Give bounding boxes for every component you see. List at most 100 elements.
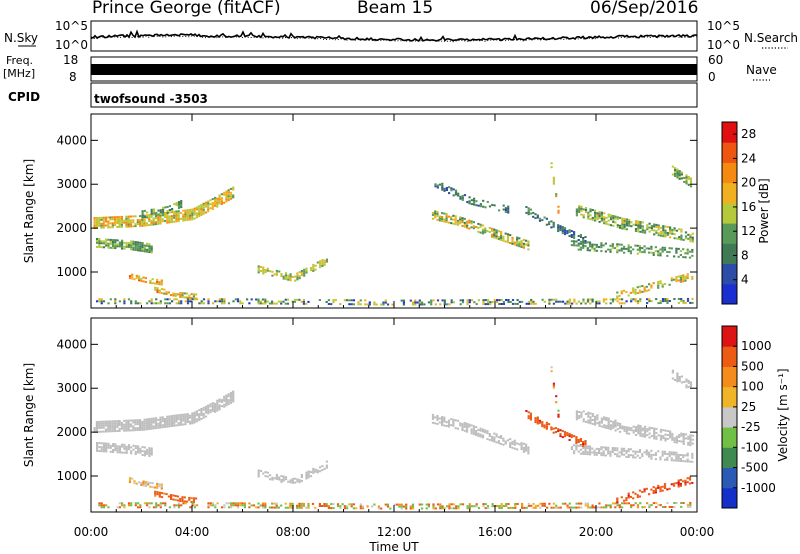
echo-cell [139, 221, 142, 223]
echo-cell [679, 454, 682, 456]
echo-cell [536, 216, 539, 219]
echo-cell [223, 397, 226, 400]
echo-cell [248, 506, 251, 509]
echo-cell [275, 273, 278, 276]
echo-cell [204, 407, 208, 410]
echo-cell [375, 303, 378, 306]
echo-cell [521, 502, 524, 505]
echo-cell [114, 241, 117, 244]
echo-cell [186, 302, 190, 305]
y-tick-label: 1000 [56, 265, 87, 279]
echo-cell [682, 248, 685, 251]
echo-cell [550, 166, 553, 169]
echo-cell [468, 202, 471, 205]
echo-cell [632, 454, 635, 457]
echo-cell [443, 218, 446, 221]
echo-cell [220, 199, 223, 202]
echo-cell [148, 447, 151, 450]
echo-cell [150, 223, 153, 226]
echo-cell [463, 225, 466, 228]
echo-cell [638, 450, 642, 453]
echo-cell [502, 439, 505, 442]
echo-cell [522, 246, 525, 249]
echo-cell [134, 419, 137, 422]
echo-cell [160, 492, 164, 495]
echo-cell [143, 502, 146, 505]
echo-cell [584, 451, 587, 454]
echo-cell [195, 412, 198, 415]
echo-cell [184, 217, 187, 220]
echo-cell [198, 207, 201, 210]
echo-cell [134, 421, 137, 424]
echo-cell [643, 249, 646, 252]
echo-cell [148, 245, 151, 248]
echo-cell [605, 506, 608, 509]
echo-cell [586, 451, 589, 454]
echo-cell [676, 376, 679, 379]
echo-cell [300, 274, 303, 276]
echo-cell [193, 417, 196, 420]
echo-cell [577, 300, 580, 303]
echo-cell [661, 454, 664, 457]
echo-cell [98, 442, 101, 445]
echo-cell [434, 303, 437, 306]
echo-cell [445, 189, 448, 191]
echo-cell [114, 300, 117, 303]
echo-cell [136, 423, 139, 426]
echo-cell [677, 481, 680, 484]
echo-cell [518, 443, 521, 446]
echo-cell [209, 207, 212, 210]
echo-cell [482, 503, 485, 506]
echo-cell [447, 421, 450, 424]
echo-cell [173, 212, 176, 215]
echo-cell [579, 246, 582, 249]
echo-cell [400, 503, 403, 506]
echo-cell [639, 425, 642, 427]
echo-cell [527, 242, 530, 245]
echo-cell [689, 505, 692, 508]
echo-cell [459, 299, 462, 302]
echo-cell [468, 221, 471, 224]
echo-cell [652, 502, 655, 505]
echo-cell [257, 475, 260, 478]
echo-cell [654, 489, 657, 492]
echo-cell [550, 506, 553, 509]
echo-cell [587, 413, 590, 416]
echo-cell [300, 270, 303, 272]
echo-cell [158, 291, 161, 294]
echo-cell [582, 452, 585, 455]
echo-cell [632, 248, 635, 251]
echo-cell [472, 221, 475, 224]
echo-cell [511, 446, 514, 449]
echo-cell [107, 442, 110, 445]
echo-cell [177, 203, 181, 206]
echo-cell [312, 467, 315, 470]
echo-cell [123, 419, 126, 422]
echo-cell [220, 193, 223, 196]
echo-cell [673, 482, 676, 485]
echo-cell [198, 413, 201, 416]
echo-cell [675, 482, 678, 485]
echo-cell [436, 299, 440, 302]
echo-cell [300, 502, 303, 505]
echo-cell [152, 506, 156, 509]
echo-cell [627, 294, 630, 297]
echo-cell [107, 246, 110, 249]
echo-cell [586, 504, 590, 507]
echo-cell [575, 302, 578, 305]
echo-cell [275, 506, 278, 509]
echo-cell [300, 504, 303, 507]
echo-cell [357, 303, 360, 306]
echo-cell [175, 414, 178, 417]
y-tick-label: 1000 [56, 469, 87, 483]
echo-cell [298, 502, 301, 505]
echo-cell [436, 213, 439, 215]
echo-cell [211, 502, 215, 505]
echo-cell [325, 301, 328, 303]
echo-cell [175, 204, 178, 207]
echo-cell [648, 506, 651, 509]
echo-cell [550, 162, 553, 165]
echo-cell [538, 217, 542, 220]
echo-cell [184, 419, 187, 422]
echo-cell [305, 477, 308, 480]
